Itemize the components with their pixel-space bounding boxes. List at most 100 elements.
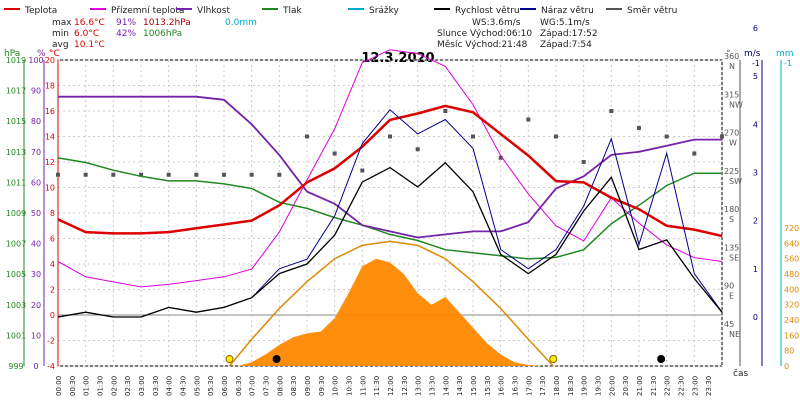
tick-pct: 90 xyxy=(31,87,41,96)
tick-dir-cardinal: NE xyxy=(729,330,740,339)
tick-pct: 50 xyxy=(31,209,41,218)
tick-temp: -4 xyxy=(47,362,55,371)
tick-mm: 320 xyxy=(784,301,799,310)
tick-time: 07:30 xyxy=(263,376,271,396)
wind-direction-point xyxy=(498,155,503,160)
wind-direction-point xyxy=(305,134,309,139)
wind-direction-point xyxy=(471,134,475,139)
tick-time: 06:00 xyxy=(221,376,229,396)
tick-ms: 2 xyxy=(753,217,758,226)
tick-time: 19:00 xyxy=(581,376,589,396)
tick-dir-cardinal: SW xyxy=(729,177,742,186)
tick-mm: 240 xyxy=(784,316,799,325)
stat-avg-label: avg xyxy=(52,40,69,50)
stat-max-label: max xyxy=(52,18,72,28)
legend: Teplota Přízemní teplota Vlhkost Tlak Srážky… xyxy=(4,6,677,16)
tick-pct: 30 xyxy=(31,270,41,279)
tick-time: 17:30 xyxy=(539,376,547,396)
tick-time: 16:00 xyxy=(498,376,506,396)
wind-speed-line xyxy=(57,161,723,318)
tick-dir: 270 xyxy=(724,129,739,138)
tick-time: 02:00 xyxy=(110,376,118,396)
tick-dir-cardinal: SE xyxy=(729,253,739,262)
wind-direction-point xyxy=(664,134,669,139)
tick-temp: 18 xyxy=(45,82,55,91)
tick-time: 12:30 xyxy=(401,376,409,396)
tick-time: 11:00 xyxy=(359,376,367,396)
tick-temp: 10 xyxy=(45,184,55,193)
stat-avg-temp: 10.1°C xyxy=(74,40,105,50)
info-moon: Měsíc Východ:21:48 xyxy=(437,40,528,50)
wind-direction-point xyxy=(83,172,88,177)
legend-label: Vlhkost xyxy=(197,6,230,16)
wind-direction-point xyxy=(388,134,392,139)
info-moon-set: Západ:7:54 xyxy=(540,40,592,50)
tick-hpa: 1009 xyxy=(6,209,26,218)
tick-time: 23:30 xyxy=(705,376,713,396)
tick-time: 21:30 xyxy=(650,376,658,396)
legend-label: Teplota xyxy=(24,6,57,16)
tick-mm-top: -1 xyxy=(784,59,792,68)
wind-direction-point xyxy=(277,172,282,177)
tick-temp: 16 xyxy=(45,107,55,116)
tick-mm: 560 xyxy=(784,255,799,264)
humidity-line xyxy=(58,95,722,239)
stat-max-hum: 91% xyxy=(116,18,136,28)
wind-direction-point xyxy=(692,151,697,156)
tick-pct: 40 xyxy=(31,240,41,249)
tick-dir: 180 xyxy=(724,205,739,214)
tick-time: 10:00 xyxy=(332,376,340,396)
wind-direction-point xyxy=(166,172,171,177)
tick-time: 18:00 xyxy=(553,376,561,396)
moonset-marker xyxy=(272,355,281,363)
tick-time: 17:00 xyxy=(525,376,533,396)
stat-max-press: 1013.2hPa xyxy=(143,18,191,28)
tick-temp: 14 xyxy=(45,133,55,142)
tick-time: 05:30 xyxy=(207,376,215,396)
tick-time: 07:00 xyxy=(249,376,257,396)
axis-temp-unit: °C xyxy=(49,49,60,59)
tick-temp: 20 xyxy=(45,56,55,65)
legend-label: Srážky xyxy=(369,6,400,16)
tick-temp: 2 xyxy=(50,286,55,295)
tick-time: 09:30 xyxy=(318,376,326,396)
tick-time: 15:00 xyxy=(470,376,478,396)
wind-direction-point xyxy=(554,134,558,139)
legend-label: Tlak xyxy=(282,6,303,16)
wind-direction-point xyxy=(637,126,641,130)
tick-time: 00:30 xyxy=(69,376,77,396)
axis-ms-unit: m/s xyxy=(744,49,761,59)
sunrise-marker xyxy=(225,355,234,363)
tick-temp: 4 xyxy=(50,260,55,269)
temperature-line xyxy=(57,104,723,238)
tick-temp: -2 xyxy=(47,337,55,346)
axes: hPa% °C9991001100310051007100910111013101… xyxy=(4,24,799,396)
tick-pct: 0 xyxy=(33,362,38,371)
tick-time: 05:00 xyxy=(193,376,201,396)
tick-dir: 45 xyxy=(724,320,734,329)
stat-max-rain: 0.0mm xyxy=(225,18,257,28)
tick-temp: 12 xyxy=(45,158,55,167)
tick-ms: 0 xyxy=(753,313,758,322)
tick-hpa: 999 xyxy=(8,362,23,371)
axis-dir-unit: ° xyxy=(726,49,731,59)
tick-dir: 90 xyxy=(724,282,734,291)
tick-mm: 80 xyxy=(784,347,794,356)
axis-x-label: čas xyxy=(733,368,748,379)
solar-radiation-area xyxy=(237,258,543,366)
tick-dir: 225 xyxy=(724,167,739,176)
tick-hpa: 1017 xyxy=(6,87,26,96)
axis-hpa-unit: hPa xyxy=(4,49,20,59)
tick-time: 03:00 xyxy=(138,376,146,396)
tick-ms: 6 xyxy=(753,24,758,33)
stat-max-temp: 16.6°C xyxy=(74,18,105,28)
tick-hpa: 1005 xyxy=(6,270,26,279)
tick-mm: 720 xyxy=(784,224,799,233)
tick-ms-top: -1 xyxy=(752,59,760,68)
tick-time: 18:30 xyxy=(567,376,575,396)
pressure-line xyxy=(57,157,722,260)
wind-direction-point xyxy=(249,172,254,177)
tick-time: 02:30 xyxy=(124,376,132,396)
tick-dir-cardinal: N xyxy=(729,62,735,71)
wind-direction-point xyxy=(581,160,586,164)
